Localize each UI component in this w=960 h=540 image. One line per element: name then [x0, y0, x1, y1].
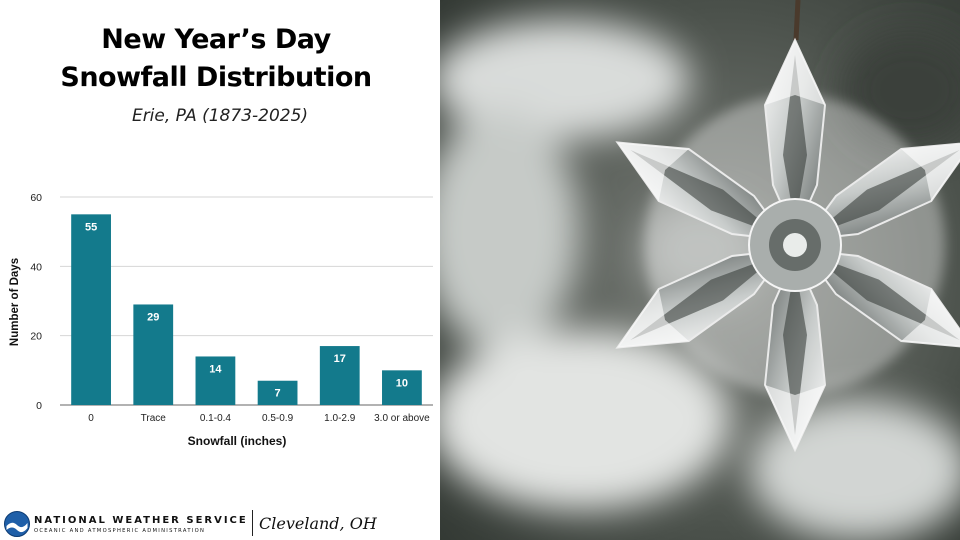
noaa-logo-icon [4, 511, 30, 537]
bar [257, 380, 298, 405]
x-tick-label: 0 [88, 413, 94, 424]
data-label: 10 [396, 377, 408, 389]
snowfall-bar-chart: 0 20 40 60 55 29 14 7 17 10 0 Trace 0.1-0.4 0.5-0.9… [9, 192, 433, 448]
bar [133, 304, 174, 405]
data-label: 29 [147, 311, 159, 323]
data-label: 17 [334, 353, 346, 365]
x-tick-label: Trace [141, 413, 167, 424]
x-tick-labels: 0 Trace 0.1-0.4 0.5-0.9 1.0-2.9 3.0 or above [88, 413, 430, 424]
grid-lines [60, 196, 433, 406]
subtitle: Erie, PA (1873-2025) [131, 106, 309, 126]
y-tick-label: 0 [36, 400, 42, 412]
title-line-1: New Year’s Day [101, 24, 331, 55]
snowflake-photo [440, 0, 960, 540]
x-axis-label: Snowfall (inches) [188, 434, 287, 448]
content-panel: New Year’s Day Snowfall Distribution Eri… [0, 0, 440, 540]
x-tick-label: 0.5-0.9 [262, 413, 294, 424]
bars: 55 29 14 7 17 10 [71, 214, 422, 405]
data-label: 55 [85, 221, 97, 233]
org-subtitle: OCEANIC AND ATMOSPHERIC ADMINISTRATION [34, 528, 206, 534]
y-axis-label: Number of Days [9, 258, 21, 346]
x-tick-label: 3.0 or above [374, 413, 430, 424]
data-label: 14 [209, 363, 222, 375]
bar [195, 356, 236, 405]
x-tick-label: 0.1-0.4 [200, 413, 232, 424]
bar [319, 346, 360, 405]
y-tick-label: 20 [30, 331, 42, 343]
org-name: NATIONAL WEATHER SERVICE [34, 515, 248, 526]
y-tick-label: 40 [30, 261, 42, 273]
y-tick-label: 60 [30, 192, 42, 204]
data-label: 7 [275, 388, 281, 400]
bar [71, 214, 111, 405]
footer: NATIONAL WEATHER SERVICE OCEANIC AND ATM… [0, 506, 440, 540]
y-tick-labels: 0 20 40 60 [30, 192, 42, 412]
x-tick-label: 1.0-2.9 [324, 413, 356, 424]
snowflake-ornament-icon [440, 0, 960, 540]
office-name: Cleveland, OH [259, 514, 377, 533]
footer-divider [252, 510, 253, 536]
title-line-2: Snowfall Distribution [60, 62, 372, 93]
bar [382, 370, 422, 405]
